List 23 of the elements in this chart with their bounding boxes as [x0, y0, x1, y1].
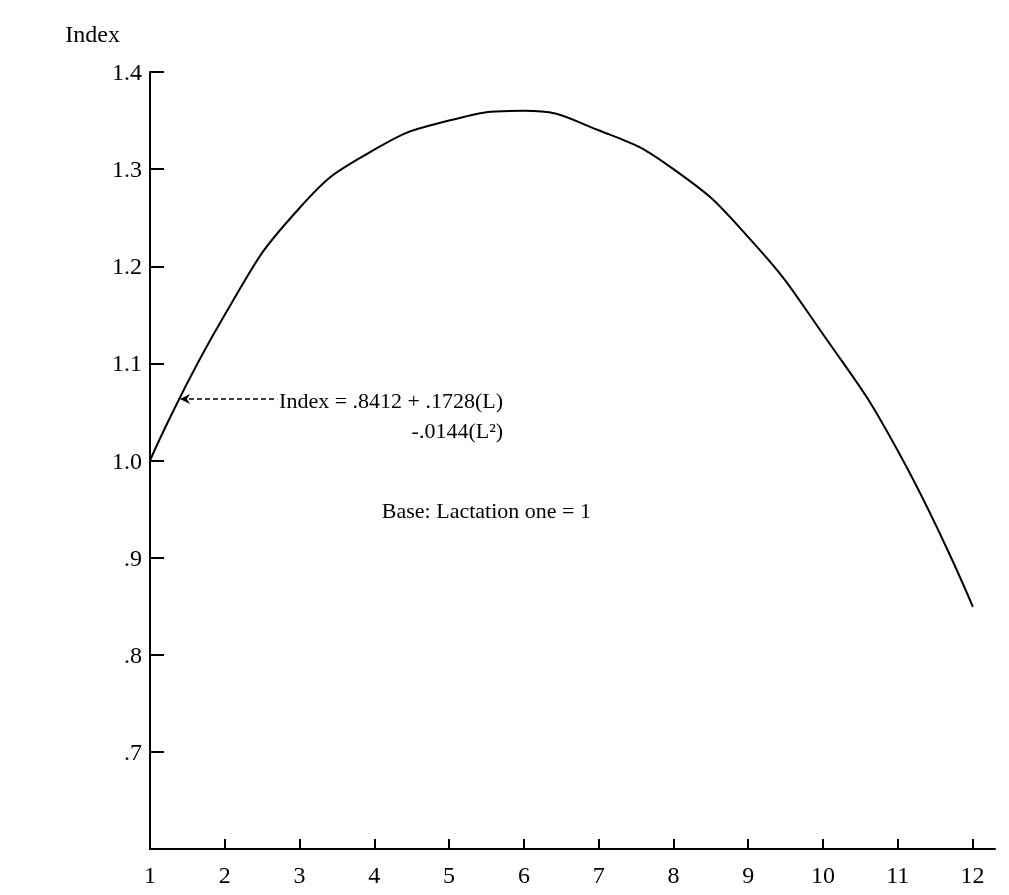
- y-tick-label: 1.2: [112, 253, 142, 280]
- y-tick-label: .7: [124, 738, 142, 765]
- y-tick-label: 1.4: [112, 59, 142, 85]
- y-tick-label: .8: [124, 641, 142, 668]
- y-tick-label: 1.1: [112, 350, 142, 377]
- x-tick-label: 2: [218, 862, 231, 888]
- x-tick-label: 12: [960, 862, 985, 888]
- x-tick-label: 10: [811, 862, 836, 888]
- annotation: Index = .8412 + .1728(L) -.0144(L²): [279, 387, 504, 443]
- x-tick-label: 11: [886, 862, 910, 888]
- y-tick-label: .9: [124, 544, 142, 571]
- x-tick-label: 7: [592, 862, 605, 888]
- x-tick-label: 3: [293, 862, 306, 888]
- x-tick-label: 9: [742, 862, 755, 888]
- y-axis-title: Index: [65, 21, 120, 47]
- x-tick-label: 5: [443, 862, 456, 888]
- x-tick-label: 1: [144, 862, 156, 888]
- x-tick-label: 8: [667, 862, 680, 888]
- annotation: Base: Lactation one = 1: [381, 497, 591, 523]
- y-tick-label: 1.3: [112, 156, 142, 183]
- y-tick-label: 1.0: [112, 447, 142, 474]
- x-tick-label: 4: [368, 862, 381, 888]
- x-tick-label: 6: [517, 862, 530, 888]
